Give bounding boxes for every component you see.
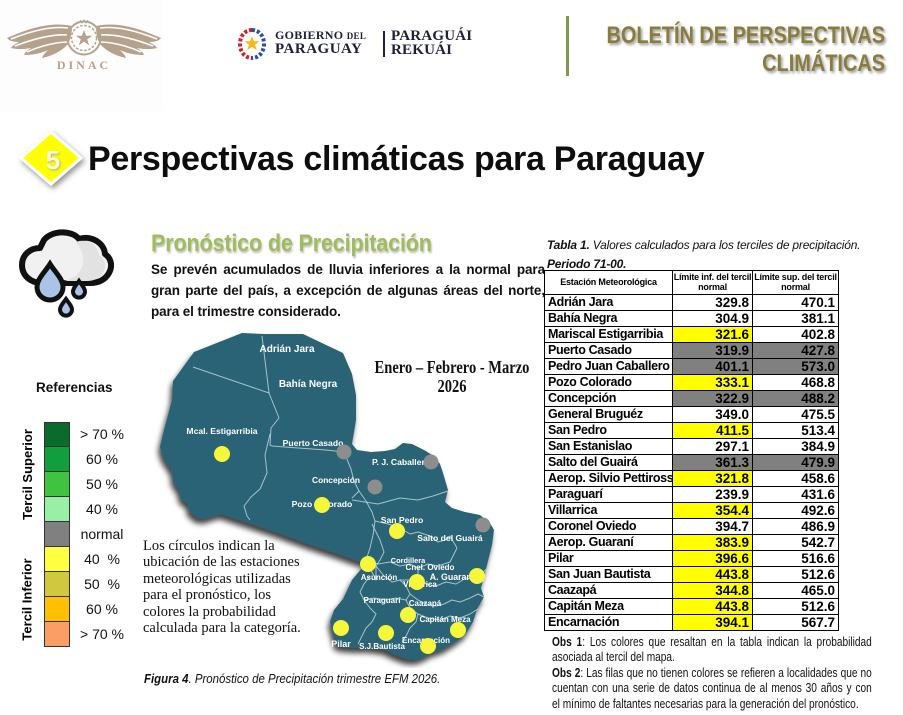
- svg-text:Salto del Guairá: Salto del Guairá: [417, 533, 483, 543]
- svg-text:Cordillera: Cordillera: [391, 556, 426, 565]
- svg-text:Pilar: Pilar: [331, 639, 351, 649]
- svg-text:A. Guaraní: A. Guaraní: [430, 572, 475, 582]
- svg-text:DINAC: DINAC: [57, 58, 111, 72]
- svg-text:S.J.Bautista: S.J.Bautista: [359, 642, 405, 651]
- svg-text:P. J. Caballero: P. J. Caballero: [372, 457, 430, 467]
- svg-text:Caazapá: Caazapá: [409, 599, 442, 608]
- svg-text:Capitán Meza: Capitán Meza: [419, 615, 471, 624]
- svg-text:Cnel. Oviedo: Cnel. Oviedo: [406, 563, 455, 572]
- svg-text:San Pedro: San Pedro: [381, 515, 424, 525]
- svg-text:Bahía Negra: Bahía Negra: [279, 379, 338, 390]
- svg-text:Mcal. Estigarribia: Mcal. Estigarribia: [186, 426, 257, 436]
- svg-text:5: 5: [46, 145, 60, 175]
- svg-text:Adrián Jara: Adrián Jara: [259, 344, 314, 355]
- svg-text:Concepción: Concepción: [312, 475, 360, 485]
- svg-text:Asunción: Asunción: [361, 573, 398, 582]
- svg-text:Puerto Casado: Puerto Casado: [283, 438, 344, 448]
- svg-text:Paraguarí: Paraguarí: [364, 596, 402, 605]
